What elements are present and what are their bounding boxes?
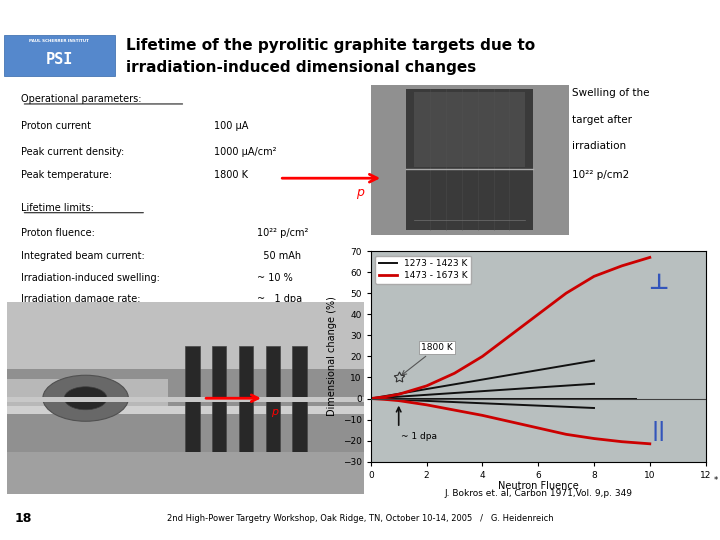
- Text: irradiation: irradiation: [572, 141, 626, 151]
- Text: ⊥: ⊥: [648, 273, 668, 293]
- Text: J. Bokros et. al, Carbon 1971,Vol. 9,p. 349: J. Bokros et. al, Carbon 1971,Vol. 9,p. …: [444, 489, 632, 498]
- Text: Integrated beam current:: Integrated beam current:: [22, 252, 145, 261]
- X-axis label: Neutron Fluence: Neutron Fluence: [498, 481, 579, 491]
- Bar: [7, 452, 364, 494]
- Text: Swelling of the: Swelling of the: [572, 88, 650, 98]
- Text: p: p: [356, 186, 364, 199]
- Text: 10²² p/cm2: 10²² p/cm2: [572, 170, 630, 180]
- Text: Peak temperature:: Peak temperature:: [22, 171, 112, 180]
- Bar: [415, 92, 526, 167]
- Text: ~   1 dpa: ~ 1 dpa: [257, 294, 302, 304]
- Text: 1800 K: 1800 K: [214, 171, 248, 180]
- Text: Proton fluence:: Proton fluence:: [22, 228, 95, 238]
- Text: 2nd High-Power Targetry Workshop, Oak Ridge, TN, October 10-14, 2005   /   G. He: 2nd High-Power Targetry Workshop, Oak Ri…: [167, 514, 553, 523]
- Text: ~ 1 dpa: ~ 1 dpa: [402, 431, 438, 441]
- Text: 1000 μA/cm²: 1000 μA/cm²: [214, 147, 276, 157]
- Text: p: p: [271, 407, 278, 417]
- Text: ~ 10 %: ~ 10 %: [257, 273, 292, 283]
- Bar: [406, 89, 534, 231]
- Bar: [239, 347, 253, 452]
- Text: * 10²¹ N/cm2: * 10²¹ N/cm2: [714, 476, 720, 485]
- Text: PAUL SCHERRER INSTITUT: PAUL SCHERRER INSTITUT: [29, 39, 89, 43]
- Circle shape: [64, 387, 107, 410]
- Bar: [7, 302, 364, 369]
- Bar: [7, 397, 364, 402]
- Text: Irradiation-induced swelling:: Irradiation-induced swelling:: [22, 273, 161, 283]
- Bar: [7, 379, 168, 414]
- Text: 1800 K: 1800 K: [402, 343, 453, 375]
- Text: 50 mAh: 50 mAh: [257, 252, 301, 261]
- Text: 10²² p/cm²: 10²² p/cm²: [257, 228, 308, 238]
- Text: 18: 18: [14, 512, 32, 525]
- Text: Peak current density:: Peak current density:: [22, 147, 125, 157]
- Text: Irradiation damage rate:: Irradiation damage rate:: [22, 294, 141, 304]
- Bar: [212, 347, 226, 452]
- Text: Lifetime of the pyrolitic graphite targets due to: Lifetime of the pyrolitic graphite targe…: [126, 38, 535, 53]
- Text: 100 μA: 100 μA: [214, 122, 248, 131]
- FancyBboxPatch shape: [4, 35, 115, 76]
- Bar: [266, 347, 280, 452]
- Y-axis label: Dimensional change (%): Dimensional change (%): [327, 296, 337, 416]
- Text: PSI: PSI: [45, 52, 73, 68]
- Bar: [186, 347, 199, 452]
- Text: irradiation-induced dimensional changes: irradiation-induced dimensional changes: [126, 60, 476, 75]
- Text: Proton current: Proton current: [22, 122, 91, 131]
- Circle shape: [43, 375, 128, 421]
- Text: Operational parameters:: Operational parameters:: [22, 94, 142, 104]
- Bar: [292, 347, 307, 452]
- Bar: [7, 406, 364, 414]
- Legend: 1273 - 1423 K, 1473 - 1673 K: 1273 - 1423 K, 1473 - 1673 K: [375, 255, 472, 284]
- Text: target after: target after: [572, 114, 632, 125]
- Text: ||: ||: [651, 421, 665, 441]
- Text: Lifetime limits:: Lifetime limits:: [22, 203, 94, 213]
